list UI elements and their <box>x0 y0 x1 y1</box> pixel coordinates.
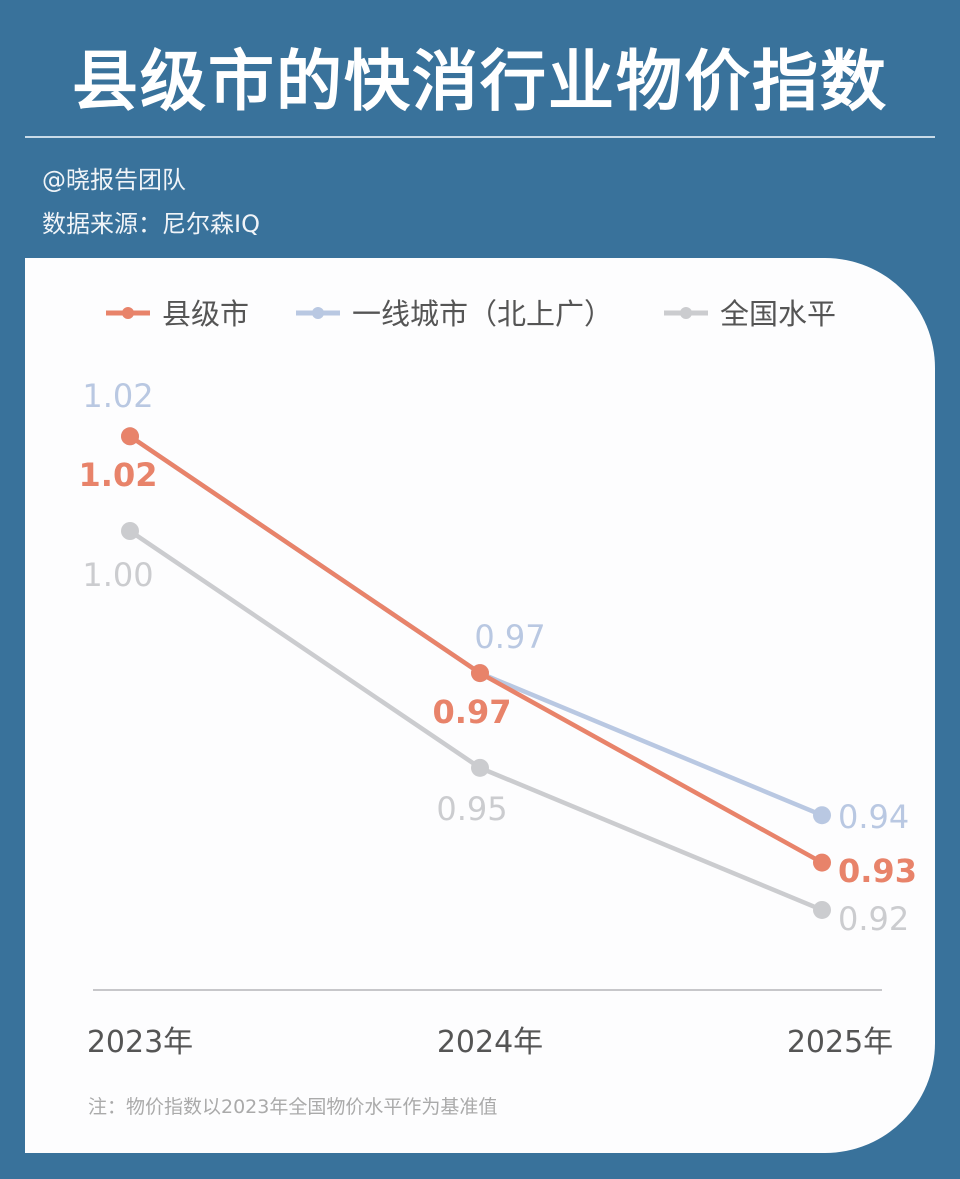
data-point <box>471 758 489 777</box>
data-point <box>813 900 831 919</box>
author-credit: @晓报告团队 <box>42 166 186 194</box>
data-point <box>813 806 831 825</box>
legend-marker <box>122 307 134 319</box>
data-label: 1.02 <box>82 377 153 415</box>
x-tick-label: 2023年 <box>87 1025 193 1060</box>
legend-label: 一线城市（北上广） <box>352 297 613 331</box>
data-label: 0.94 <box>838 798 909 836</box>
x-tick-label: 2024年 <box>437 1025 543 1060</box>
chart-card <box>25 258 935 1153</box>
data-point <box>121 427 139 446</box>
data-label: 0.95 <box>436 790 507 828</box>
data-label: 0.97 <box>433 693 512 731</box>
legend-label: 县级市 <box>162 297 249 331</box>
data-label: 1.02 <box>79 456 158 494</box>
data-point <box>471 664 489 683</box>
x-tick-label: 2025年 <box>787 1025 893 1060</box>
data-label: 1.00 <box>82 556 153 594</box>
data-point <box>813 853 831 872</box>
data-point <box>121 522 139 540</box>
data-label: 0.92 <box>838 900 909 938</box>
data-label: 0.93 <box>838 852 917 890</box>
data-label: 0.97 <box>474 618 545 656</box>
title-divider <box>25 136 935 138</box>
chart-note: 注：物价指数以2023年全国物价水平作为基准值 <box>88 1096 497 1118</box>
legend-label: 全国水平 <box>720 297 836 331</box>
data-source: 数据来源：尼尔森IQ <box>42 210 260 238</box>
legend-marker <box>680 307 692 319</box>
legend-marker <box>312 307 324 319</box>
page-title: 县级市的快消行业物价指数 <box>72 43 888 120</box>
